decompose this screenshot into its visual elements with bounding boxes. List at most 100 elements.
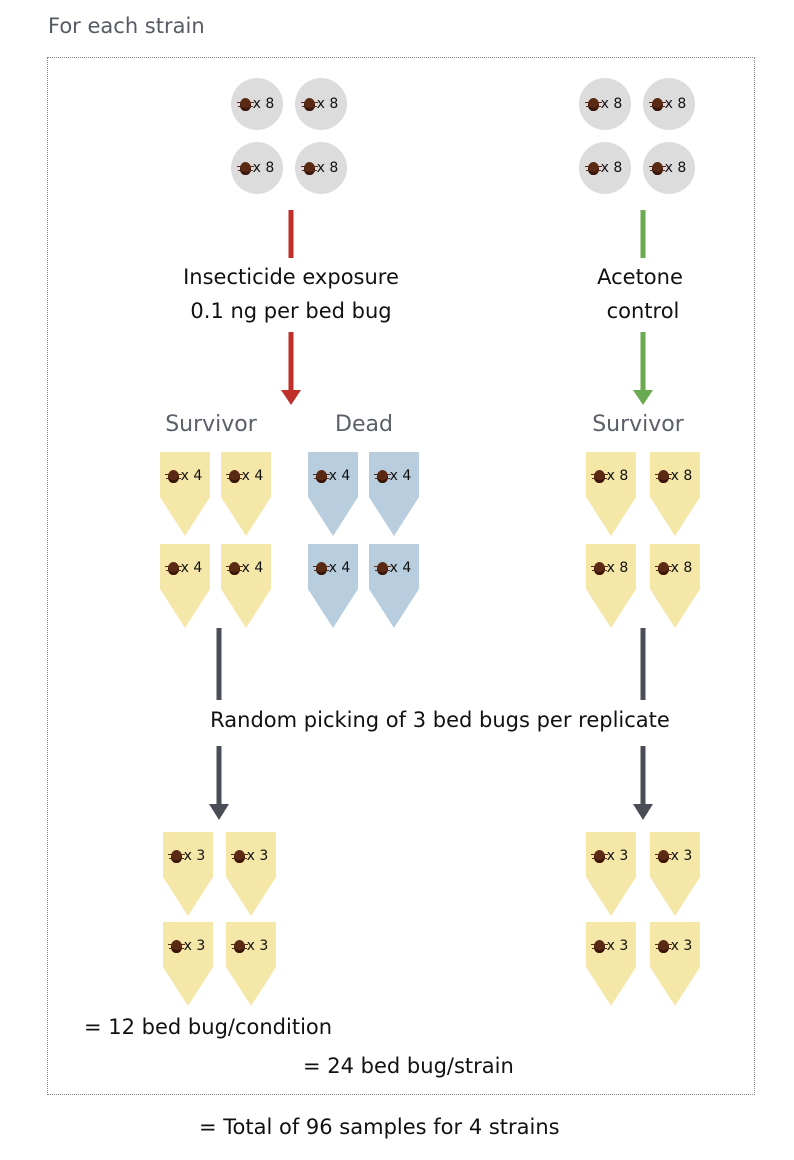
right-survivor-header: Survivor bbox=[592, 412, 684, 437]
tube-count: x 3 bbox=[586, 848, 636, 864]
picking-arrow-right-head bbox=[633, 804, 653, 820]
survivor-tube: x 4 bbox=[160, 544, 210, 628]
dish-count: x 8 bbox=[664, 160, 687, 176]
dish-count: x 8 bbox=[316, 160, 339, 176]
dead-tube: x 4 bbox=[308, 452, 358, 536]
dead-header: Dead bbox=[335, 412, 393, 437]
bed-bug-icon bbox=[225, 469, 243, 483]
tube-shape bbox=[650, 452, 700, 536]
dead-tube: x 4 bbox=[308, 544, 358, 628]
survivor-tube: x 3 bbox=[650, 832, 700, 916]
dish-count: x 8 bbox=[664, 96, 687, 112]
dish-count: x 8 bbox=[600, 96, 623, 112]
tube-count-text: x 4 bbox=[180, 560, 203, 576]
survivor-tube: x 3 bbox=[226, 832, 276, 916]
bed-bug-icon bbox=[312, 469, 330, 483]
tube-count-text: x 4 bbox=[241, 468, 264, 484]
tube-count: x 3 bbox=[650, 938, 700, 954]
tube-count: x 8 bbox=[586, 560, 636, 576]
left-survivor-header: Survivor bbox=[165, 412, 257, 437]
bed-bug-icon bbox=[164, 469, 182, 483]
tube-shape bbox=[226, 922, 276, 1006]
tube-count-text: x 4 bbox=[328, 560, 351, 576]
dish-count: x 8 bbox=[316, 96, 339, 112]
tube-count: x 4 bbox=[369, 468, 419, 484]
tube-shape bbox=[160, 452, 210, 536]
section-heading: For each strain bbox=[48, 14, 205, 38]
bed-bug-icon bbox=[236, 97, 254, 111]
per-strain-summary: = 24 bed bug/strain bbox=[303, 1054, 514, 1078]
bed-bug-icon bbox=[654, 561, 672, 575]
bed-bug-icon bbox=[590, 849, 608, 863]
bed-bug-icon bbox=[230, 939, 248, 953]
tube-shape bbox=[160, 544, 210, 628]
survivor-tube: x 3 bbox=[586, 832, 636, 916]
tube-count: x 4 bbox=[308, 560, 358, 576]
survivor-tube: x 8 bbox=[650, 452, 700, 536]
tube-count: x 4 bbox=[160, 560, 210, 576]
tube-count: x 3 bbox=[650, 848, 700, 864]
dish: x 8 bbox=[643, 78, 695, 130]
survivor-tube: x 4 bbox=[160, 452, 210, 536]
bed-bug-icon bbox=[312, 561, 330, 575]
tube-count-text: x 8 bbox=[670, 560, 693, 576]
tube-count-text: x 3 bbox=[606, 848, 629, 864]
tube-shape bbox=[163, 922, 213, 1006]
tube-shape bbox=[586, 452, 636, 536]
tube-shape bbox=[226, 832, 276, 916]
tube-shape bbox=[586, 832, 636, 916]
tube-shape bbox=[308, 544, 358, 628]
bed-bug-icon bbox=[654, 469, 672, 483]
bed-bug-icon bbox=[584, 161, 602, 175]
bed-bug-icon bbox=[584, 97, 602, 111]
tube-shape bbox=[650, 832, 700, 916]
tube-count: x 4 bbox=[160, 468, 210, 484]
survivor-tube: x 3 bbox=[163, 832, 213, 916]
tube-shape bbox=[221, 544, 271, 628]
bed-bug-icon bbox=[164, 561, 182, 575]
total-summary: = Total of 96 samples for 4 strains bbox=[199, 1115, 560, 1139]
tube-count-text: x 8 bbox=[670, 468, 693, 484]
survivor-tube: x 3 bbox=[163, 922, 213, 1006]
tube-count-text: x 4 bbox=[241, 560, 264, 576]
tube-count: x 4 bbox=[221, 468, 271, 484]
survivor-tube: x 8 bbox=[586, 452, 636, 536]
bed-bug-icon bbox=[230, 849, 248, 863]
bed-bug-icon bbox=[167, 939, 185, 953]
tube-count-text: x 4 bbox=[389, 468, 412, 484]
dish: x 8 bbox=[579, 78, 631, 130]
bed-bug-icon bbox=[590, 469, 608, 483]
tube-shape bbox=[369, 544, 419, 628]
tube-count-text: x 3 bbox=[246, 938, 269, 954]
tube-shape bbox=[586, 922, 636, 1006]
tube-shape bbox=[308, 452, 358, 536]
bed-bug-icon bbox=[225, 561, 243, 575]
bed-bug-icon bbox=[373, 469, 391, 483]
bed-bug-icon bbox=[300, 97, 318, 111]
per-condition-summary: = 12 bed bug/condition bbox=[84, 1015, 333, 1039]
picking-label: Random picking of 3 bed bugs per replica… bbox=[210, 708, 670, 732]
bed-bug-icon bbox=[167, 849, 185, 863]
dish-count: x 8 bbox=[252, 96, 275, 112]
tube-count: x 8 bbox=[650, 560, 700, 576]
tube-count: x 3 bbox=[226, 938, 276, 954]
survivor-tube: x 8 bbox=[650, 544, 700, 628]
tube-count-text: x 3 bbox=[670, 848, 693, 864]
tube-count: x 4 bbox=[369, 560, 419, 576]
bed-bug-icon bbox=[373, 561, 391, 575]
bed-bug-icon bbox=[648, 97, 666, 111]
tube-count: x 3 bbox=[163, 938, 213, 954]
tube-count-text: x 4 bbox=[389, 560, 412, 576]
tube-count: x 3 bbox=[163, 848, 213, 864]
bed-bug-icon bbox=[648, 161, 666, 175]
survivor-tube: x 8 bbox=[586, 544, 636, 628]
survivor-tube: x 4 bbox=[221, 544, 271, 628]
tube-count-text: x 3 bbox=[183, 938, 206, 954]
dish: x 8 bbox=[579, 142, 631, 194]
strain-frame bbox=[47, 57, 755, 1095]
tube-shape bbox=[221, 452, 271, 536]
tube-count-text: x 3 bbox=[606, 938, 629, 954]
dish: x 8 bbox=[295, 78, 347, 130]
insecticide-label-line2: 0.1 ng per bed bug bbox=[190, 299, 392, 323]
